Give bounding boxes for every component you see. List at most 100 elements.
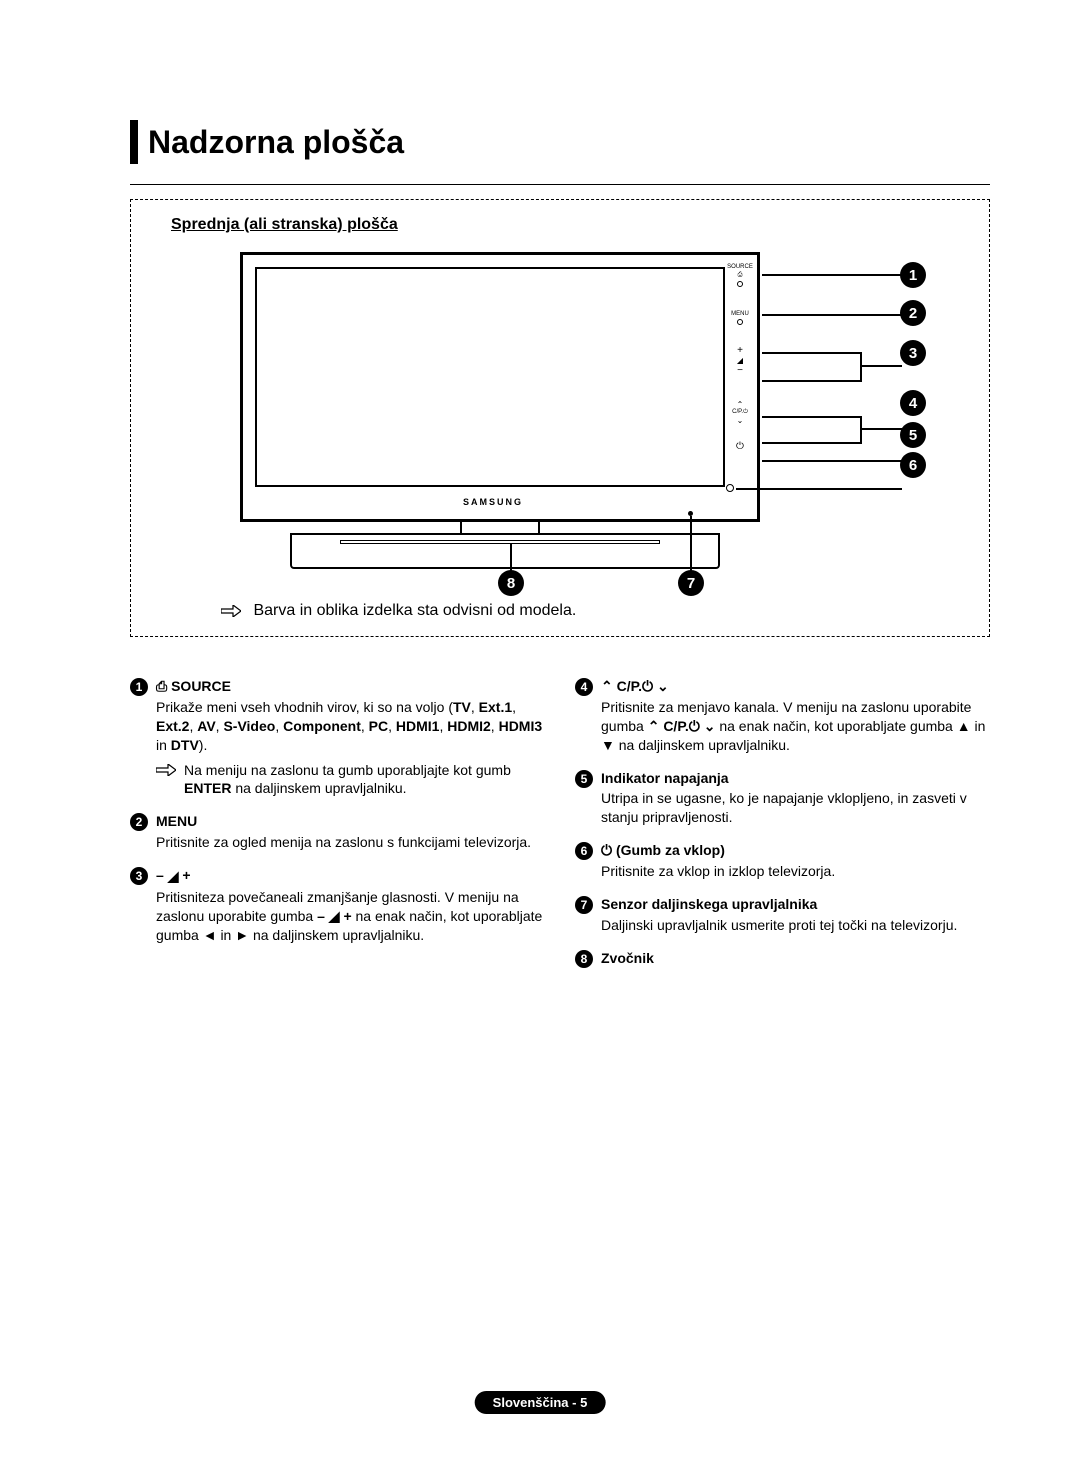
item-title: MENU xyxy=(156,812,545,831)
item-body: ⌃ C/P.⏻ ⌄ Pritisnite za menjavo kanala. V… xyxy=(601,677,990,755)
item-number: 8 xyxy=(575,949,601,970)
page-title-block: Nadzorna plošča xyxy=(130,120,990,164)
item-text: Pritisnite za menjavo kanala. V meniju n… xyxy=(601,698,990,755)
left-column: 1 ⎙ SOURCE Prikaže meni vseh vhodnih virov… xyxy=(130,677,545,984)
side-menu-label: MENU xyxy=(718,311,762,317)
callout-column: 1 2 3 4 5 6 xyxy=(900,262,930,490)
title-bar xyxy=(130,120,138,164)
item-body: Indikator napajanjaUtripa in se ugasne, … xyxy=(601,769,990,828)
description-item: 3 – ◢ +Pritisniteza povečaneali zmanjšanj… xyxy=(130,866,545,944)
content-columns: 1 ⎙ SOURCE Prikaže meni vseh vhodnih virov… xyxy=(130,677,990,984)
item-text: Pritisnite za vklop in izklop televizorj… xyxy=(601,862,990,881)
callout-6: 6 xyxy=(900,452,926,478)
box-note-text: Barva in oblika izdelka sta odvisni od m… xyxy=(253,602,576,619)
lead-3v xyxy=(860,352,862,382)
tv-stand-slot xyxy=(340,540,660,544)
item-number: 7 xyxy=(575,895,601,935)
item-body: Senzor daljinskega upravljalnika Daljinsk… xyxy=(601,895,990,935)
lead-3 xyxy=(860,365,902,367)
lead-6 xyxy=(736,488,902,490)
tv-illustration: SAMSUNG SOURCE ⎙ MENU + ◢ − ⌃ C/P.⏻ ⌄ ⏻ xyxy=(220,252,920,582)
description-item: 1 ⎙ SOURCE Prikaže meni vseh vhodnih virov… xyxy=(130,677,545,798)
item-title: Indikator napajanja xyxy=(601,769,990,788)
item-number-circle: 8 xyxy=(575,950,593,968)
item-body: ⏻ (Gumb za vklop) Pritisnite za vklop in … xyxy=(601,841,990,881)
lead-2 xyxy=(762,314,902,316)
lead-1 xyxy=(762,274,902,276)
item-number: 2 xyxy=(130,812,156,852)
item-number-circle: 2 xyxy=(130,813,148,831)
lead-3b xyxy=(762,380,862,382)
description-item: 5 Indikator napajanjaUtripa in se ugasne,… xyxy=(575,769,990,828)
tv-stand-base xyxy=(290,533,720,569)
side-power-icon: ⏻ xyxy=(718,441,762,452)
side-plus: + xyxy=(718,345,762,356)
lead-3a xyxy=(762,352,862,354)
box-note: Barva in oblika izdelka sta odvisni od m… xyxy=(221,602,969,620)
title-rule xyxy=(130,184,990,185)
footer-page-pill: Slovenščina - 5 xyxy=(475,1391,606,1414)
tv-brand-logo: SAMSUNG xyxy=(463,497,523,507)
item-number-circle: 1 xyxy=(130,678,148,696)
description-item: 2 MENU Pritisnite za ogled menija na zaslo… xyxy=(130,812,545,852)
side-up: ⌃ xyxy=(718,400,762,409)
item-number-circle: 5 xyxy=(575,770,593,788)
item-text: Pritisniteza povečaneali zmanjšanje glas… xyxy=(156,888,545,945)
callout-3: 3 xyxy=(900,340,926,366)
illustration-box: Sprednja (ali stranska) plošča SAMSUNG S… xyxy=(130,199,990,637)
item-number: 1 xyxy=(130,677,156,798)
tv-body: SAMSUNG xyxy=(240,252,760,522)
callout-4: 4 xyxy=(900,390,926,416)
item-number-circle: 3 xyxy=(130,867,148,885)
item-number: 3 xyxy=(130,866,156,944)
side-down: ⌄ xyxy=(718,416,762,425)
item-number-circle: 6 xyxy=(575,842,593,860)
item-title: ⌃ C/P.⏻ ⌄ xyxy=(601,677,990,696)
side-panel: SOURCE ⎙ MENU + ◢ − ⌃ C/P.⏻ ⌄ ⏻ xyxy=(718,264,762,452)
lead-4 xyxy=(860,428,902,430)
side-cp-label: C/P.⏻ xyxy=(718,409,762,416)
item-text: Daljinski upravljalnik usmerite proti te… xyxy=(601,916,990,935)
item-title: ⏻ (Gumb za vklop) xyxy=(601,841,990,860)
page-title: Nadzorna plošča xyxy=(148,124,404,161)
item-number: 5 xyxy=(575,769,601,828)
description-item: 8 Zvočnik xyxy=(575,949,990,970)
callout-2: 2 xyxy=(900,300,926,326)
item-title: Senzor daljinskega upravljalnika xyxy=(601,895,990,914)
callout-7-wrap: 7 xyxy=(678,570,704,596)
lead-4v xyxy=(860,416,862,444)
item-body: ⎙ SOURCE Prikaže meni vseh vhodnih virov,… xyxy=(156,677,545,798)
item-title: ⎙ SOURCE xyxy=(156,677,545,696)
right-column: 4 ⌃ C/P.⏻ ⌄ Pritisnite za menjavo kanala. … xyxy=(575,677,990,984)
item-number: 6 xyxy=(575,841,601,881)
subheading: Sprednja (ali stranska) plošča xyxy=(171,216,969,234)
description-item: 6 ⏻ (Gumb za vklop) Pritisnite za vklop in… xyxy=(575,841,990,881)
description-item: 7Senzor daljinskega upravljalnika Daljins… xyxy=(575,895,990,935)
item-text: Pritisnite za ogled menija na zaslonu s … xyxy=(156,833,545,852)
callout-8-wrap: 8 xyxy=(498,570,524,596)
callout-7: 7 xyxy=(678,570,704,596)
item-number-circle: 4 xyxy=(575,678,593,696)
description-item: 4 ⌃ C/P.⏻ ⌄ Pritisnite za menjavo kanala. … xyxy=(575,677,990,755)
item-number: 4 xyxy=(575,677,601,755)
item-text: Utripa in se ugasne, ko je napajanje vkl… xyxy=(601,789,990,827)
lead-4a xyxy=(762,416,862,418)
callout-1: 1 xyxy=(900,262,926,288)
callout-8: 8 xyxy=(498,570,524,596)
note-arrow-icon xyxy=(221,605,241,617)
item-body: Zvočnik xyxy=(601,949,990,970)
callout-5: 5 xyxy=(900,422,926,448)
indicator-dot xyxy=(726,484,734,492)
side-source-label: SOURCE xyxy=(718,264,762,270)
item-subnote: Na meniju na zaslonu ta gumb uporabljajt… xyxy=(156,761,545,799)
lead-7 xyxy=(690,516,692,572)
tv-screen xyxy=(255,267,725,487)
item-body: – ◢ +Pritisniteza povečaneali zmanjšanje… xyxy=(156,866,545,944)
item-title: – ◢ + xyxy=(156,866,545,886)
item-text: Prikaže meni vseh vhodnih virov, ki so n… xyxy=(156,698,545,755)
lead-5 xyxy=(762,460,902,462)
item-body: MENU Pritisnite za ogled menija na zaslon… xyxy=(156,812,545,852)
lead-8 xyxy=(510,544,512,572)
item-title: Zvočnik xyxy=(601,949,990,968)
lead-4b xyxy=(762,442,862,444)
